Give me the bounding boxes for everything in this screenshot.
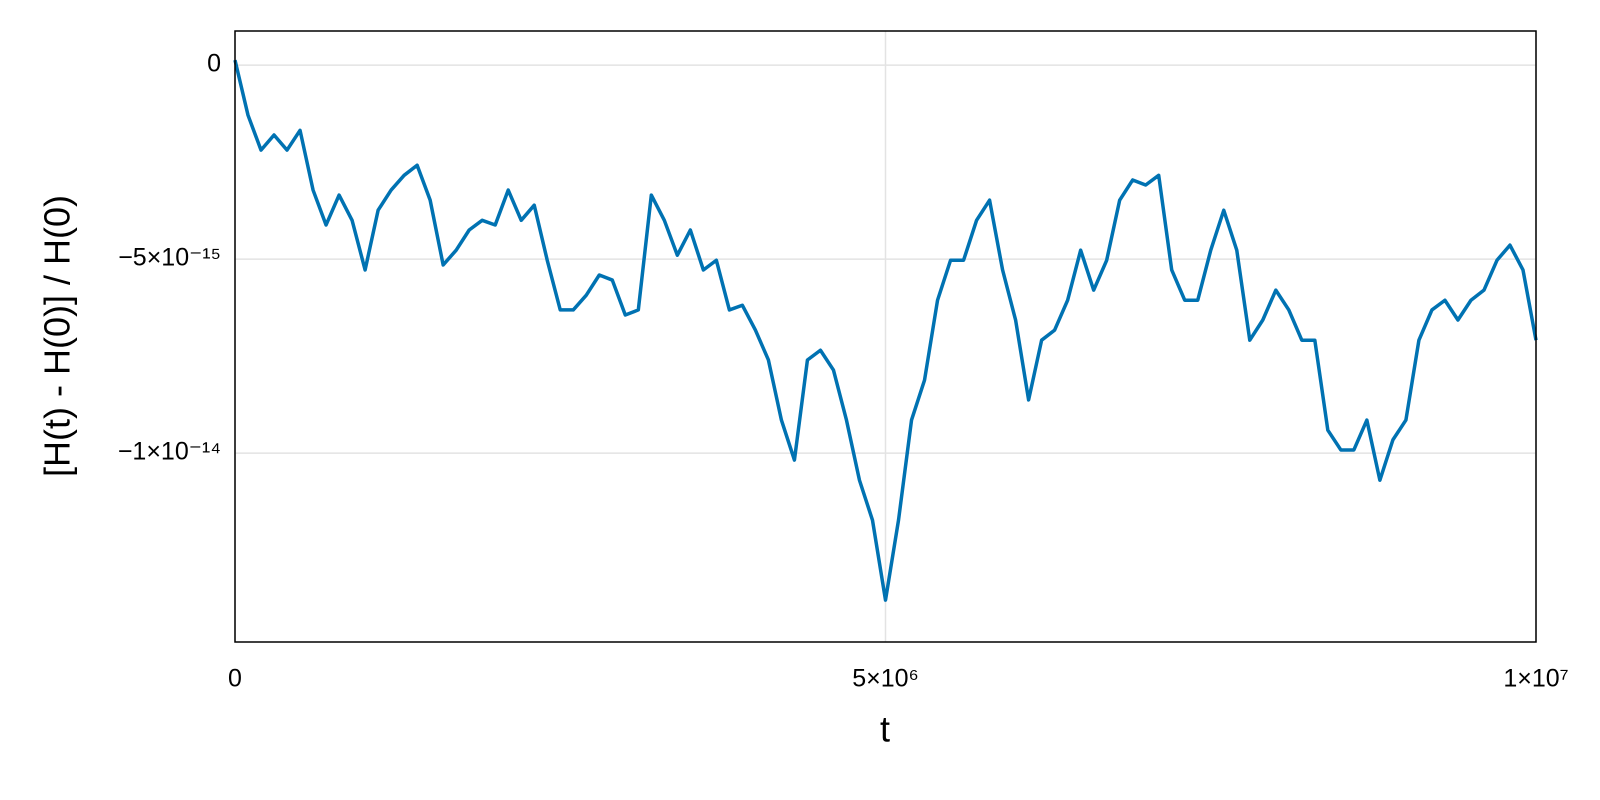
x-tick-label: 1×10⁷ <box>1503 665 1568 693</box>
y-tick-label: −1×10⁻¹⁴ <box>118 438 221 466</box>
data-line <box>233 59 1538 602</box>
x-tick-label: 5×10⁶ <box>852 665 919 693</box>
plot-frame <box>234 30 1537 643</box>
plot <box>233 59 1538 602</box>
y-tick-label: 0 <box>207 50 221 78</box>
y-axis-label: [H(t) - H(0)] / H(0) <box>37 195 78 477</box>
x-tick-label: 0 <box>228 665 242 693</box>
x-axis-label: t <box>880 709 890 750</box>
y-tick-label: −5×10⁻¹⁵ <box>118 244 221 272</box>
